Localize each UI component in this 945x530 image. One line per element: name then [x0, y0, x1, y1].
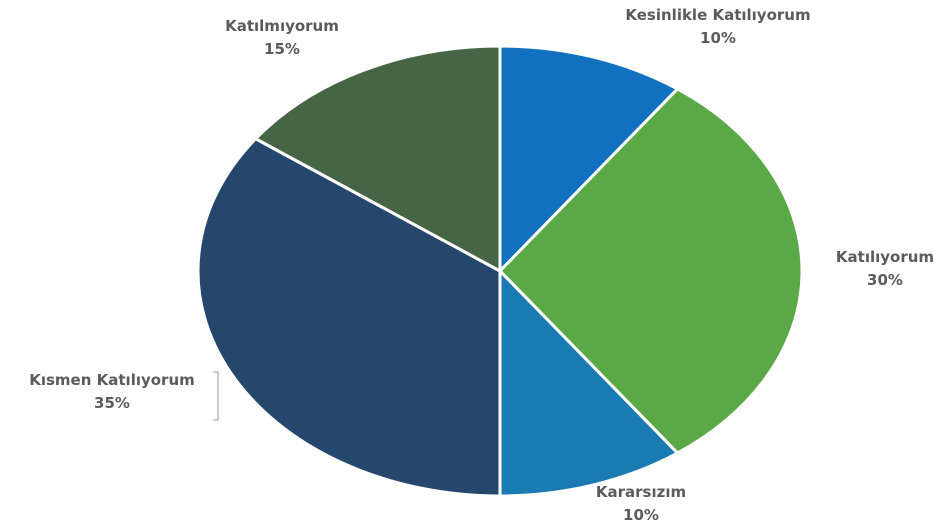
slice-percent-kesinlikle-katiliyorum: 10% — [700, 29, 736, 47]
pie-slice-kesinlikle-katiliyorum — [498, 44, 680, 273]
slice-label-kesinlikle-katiliyorum: Kesinlikle Katılıyorum — [625, 6, 810, 24]
slice-percent-kararsizim: 10% — [623, 506, 659, 524]
pie-slice-kararsizim — [498, 269, 680, 498]
slice-percent-katilmiyorum: 15% — [264, 40, 300, 58]
pie-slice-katiliyorum — [498, 87, 804, 455]
pie-slice-kismen-katiliyorum — [196, 137, 502, 498]
leader-line-kismen-katiliyorum — [213, 371, 219, 421]
slice-percent-kismen-katiliyorum: 35% — [94, 394, 130, 412]
slice-label-katiliyorum: Katılıyorum — [836, 248, 934, 266]
slice-label-kismen-katiliyorum: Kısmen Katılıyorum — [29, 371, 195, 389]
pie-slice-katilmiyorum — [254, 44, 502, 273]
label-leaders — [213, 371, 219, 421]
slice-percent-katiliyorum: 30% — [867, 271, 903, 289]
slice-label-kararsizim: Kararsızım — [596, 483, 686, 501]
slice-labels: Kesinlikle Katılıyorum 10% Katılıyorum 30% K… — [29, 6, 934, 524]
slice-label-katilmiyorum: Katılmıyorum — [225, 17, 339, 35]
pie-slices — [196, 44, 804, 498]
